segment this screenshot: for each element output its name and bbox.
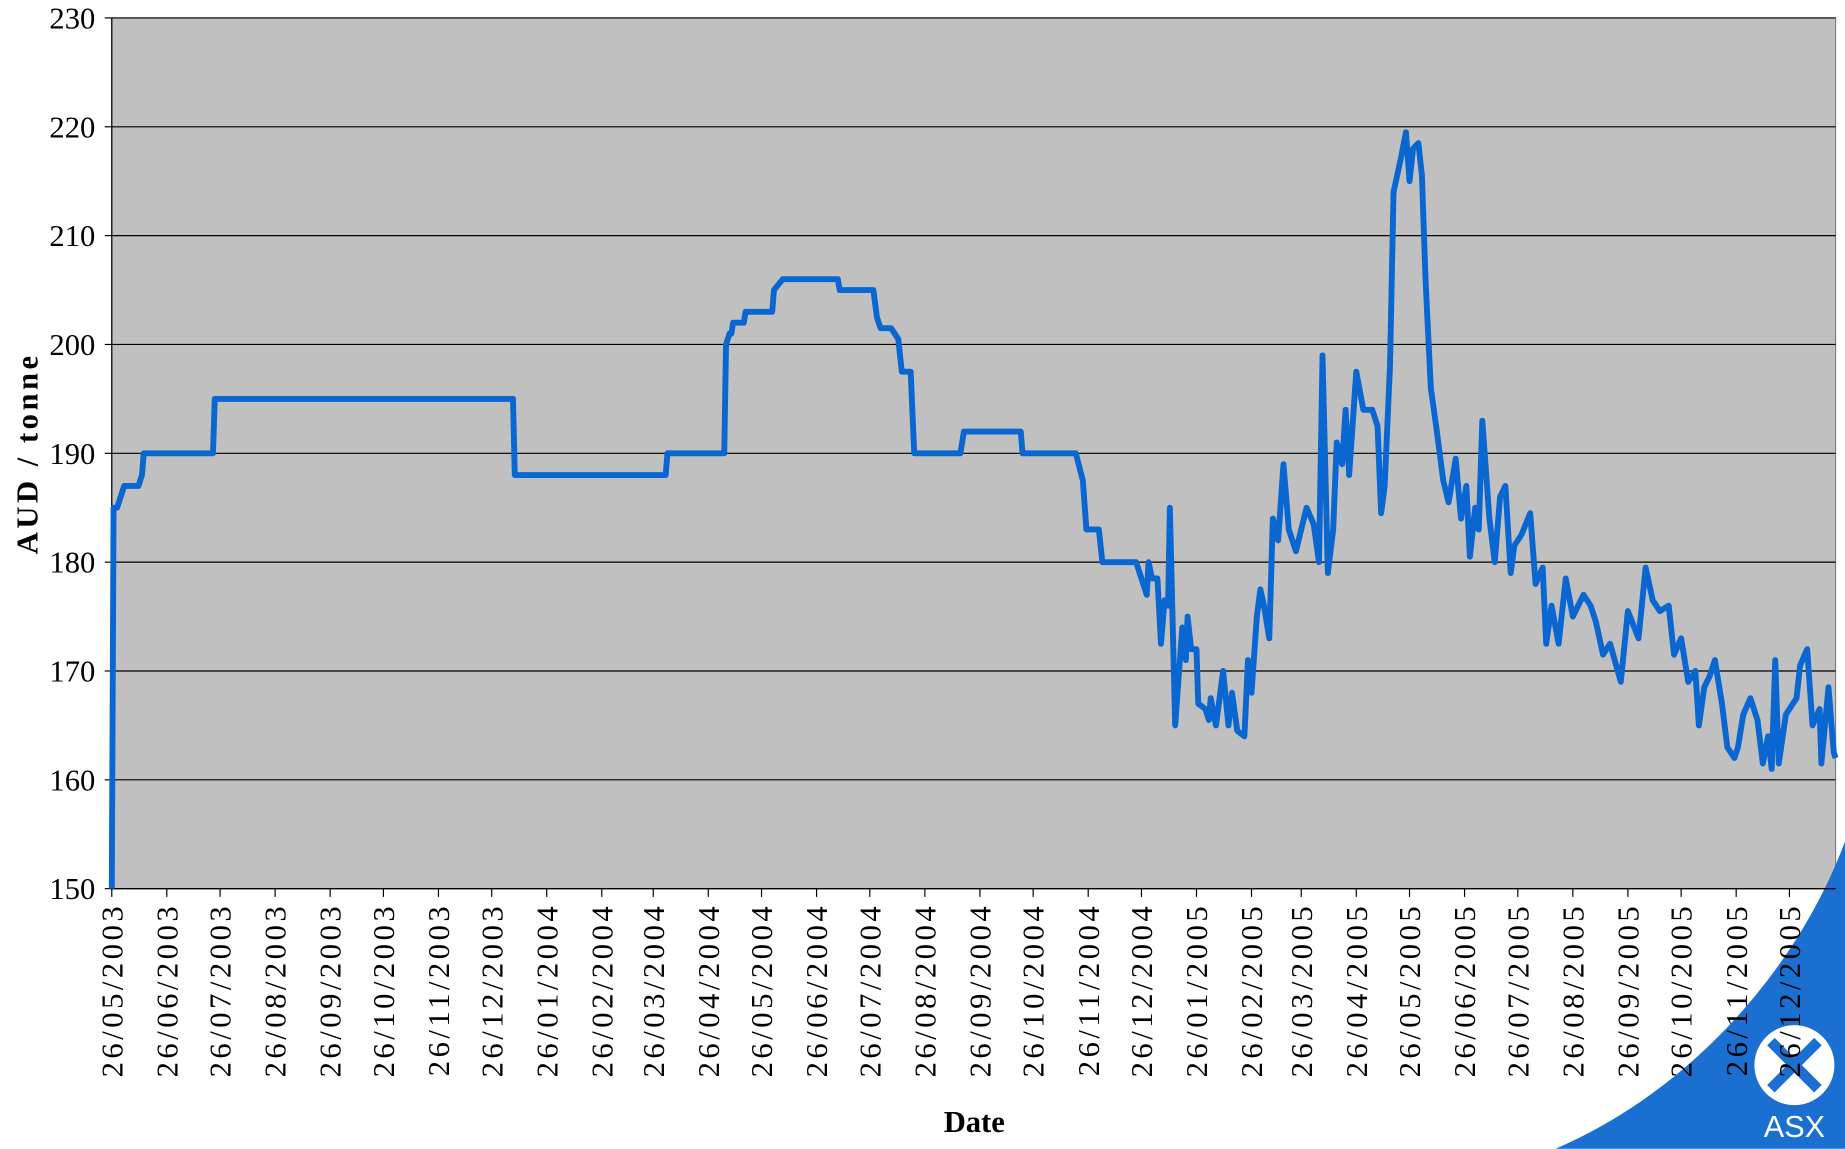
x-tick-label: 26/05/2004 xyxy=(745,903,779,1078)
x-tick-label: 26/06/2003 xyxy=(150,903,184,1078)
x-tick-label: 26/09/2004 xyxy=(963,903,997,1078)
x-tick-label: 26/08/2004 xyxy=(908,903,942,1078)
x-tick-label: 26/11/2005 xyxy=(1720,903,1754,1076)
y-axis-label: AUD / tonne xyxy=(11,352,45,554)
y-tick-label: 230 xyxy=(49,2,95,36)
x-tick-label: 26/06/2004 xyxy=(800,903,834,1078)
x-tick-label: 26/11/2004 xyxy=(1072,903,1106,1076)
x-tick-label: 26/03/2004 xyxy=(637,903,671,1078)
x-tick-label: 26/09/2003 xyxy=(314,903,348,1078)
y-tick-label: 150 xyxy=(49,872,95,906)
y-tick-label: 170 xyxy=(49,655,95,689)
y-tick-label: 220 xyxy=(49,110,95,144)
x-tick-label: 26/08/2005 xyxy=(1556,903,1590,1078)
logo-mark xyxy=(1767,1037,1822,1093)
x-tick-label: 26/08/2003 xyxy=(259,903,293,1078)
x-tick-label: 26/06/2005 xyxy=(1448,903,1482,1078)
x-tick-label: 26/10/2003 xyxy=(367,903,401,1078)
x-tick-label: 26/10/2005 xyxy=(1665,903,1699,1078)
plot: 150 160 170 180 190 200 210 220 230 26/05/2003 26/… xyxy=(49,2,1839,1078)
price-line xyxy=(108,129,1839,889)
x-tick-label: 26/01/2004 xyxy=(530,903,564,1078)
x-tick-label: 26/12/2005 xyxy=(1773,903,1807,1078)
y-tick-label: 200 xyxy=(49,328,95,362)
x-tick-label: 26/07/2004 xyxy=(853,903,887,1078)
x-tick-label: 26/04/2005 xyxy=(1340,903,1374,1078)
x-tick-label: 26/04/2004 xyxy=(692,903,726,1078)
x-tick-label: 26/02/2005 xyxy=(1235,903,1269,1078)
x-tick-label: 26/07/2003 xyxy=(204,903,238,1078)
logo-text: ASX xyxy=(1764,1110,1825,1144)
x-tick-label: 26/03/2005 xyxy=(1285,903,1319,1078)
x-tick-label: 26/05/2005 xyxy=(1393,903,1427,1078)
x-tick-label: 26/01/2005 xyxy=(1180,903,1214,1078)
x-tick-label: 26/05/2003 xyxy=(95,903,129,1078)
y-tick-label: 160 xyxy=(49,763,95,797)
x-tick-label: 26/11/2003 xyxy=(422,903,456,1076)
x-tick-label: 26/07/2005 xyxy=(1501,903,1535,1078)
y-tick-label: 190 xyxy=(49,437,95,471)
x-tick-label: 26/09/2005 xyxy=(1611,903,1645,1078)
x-tick-label: 26/12/2003 xyxy=(475,903,509,1078)
y-tick-label: 210 xyxy=(49,219,95,253)
y-tick-label: 180 xyxy=(49,546,95,580)
x-axis-label: Date xyxy=(944,1105,1005,1139)
x-tick-label: 26/12/2004 xyxy=(1125,903,1159,1078)
x-tick-label: 26/10/2004 xyxy=(1017,903,1051,1078)
x-tick-label: 26/02/2004 xyxy=(585,903,619,1078)
